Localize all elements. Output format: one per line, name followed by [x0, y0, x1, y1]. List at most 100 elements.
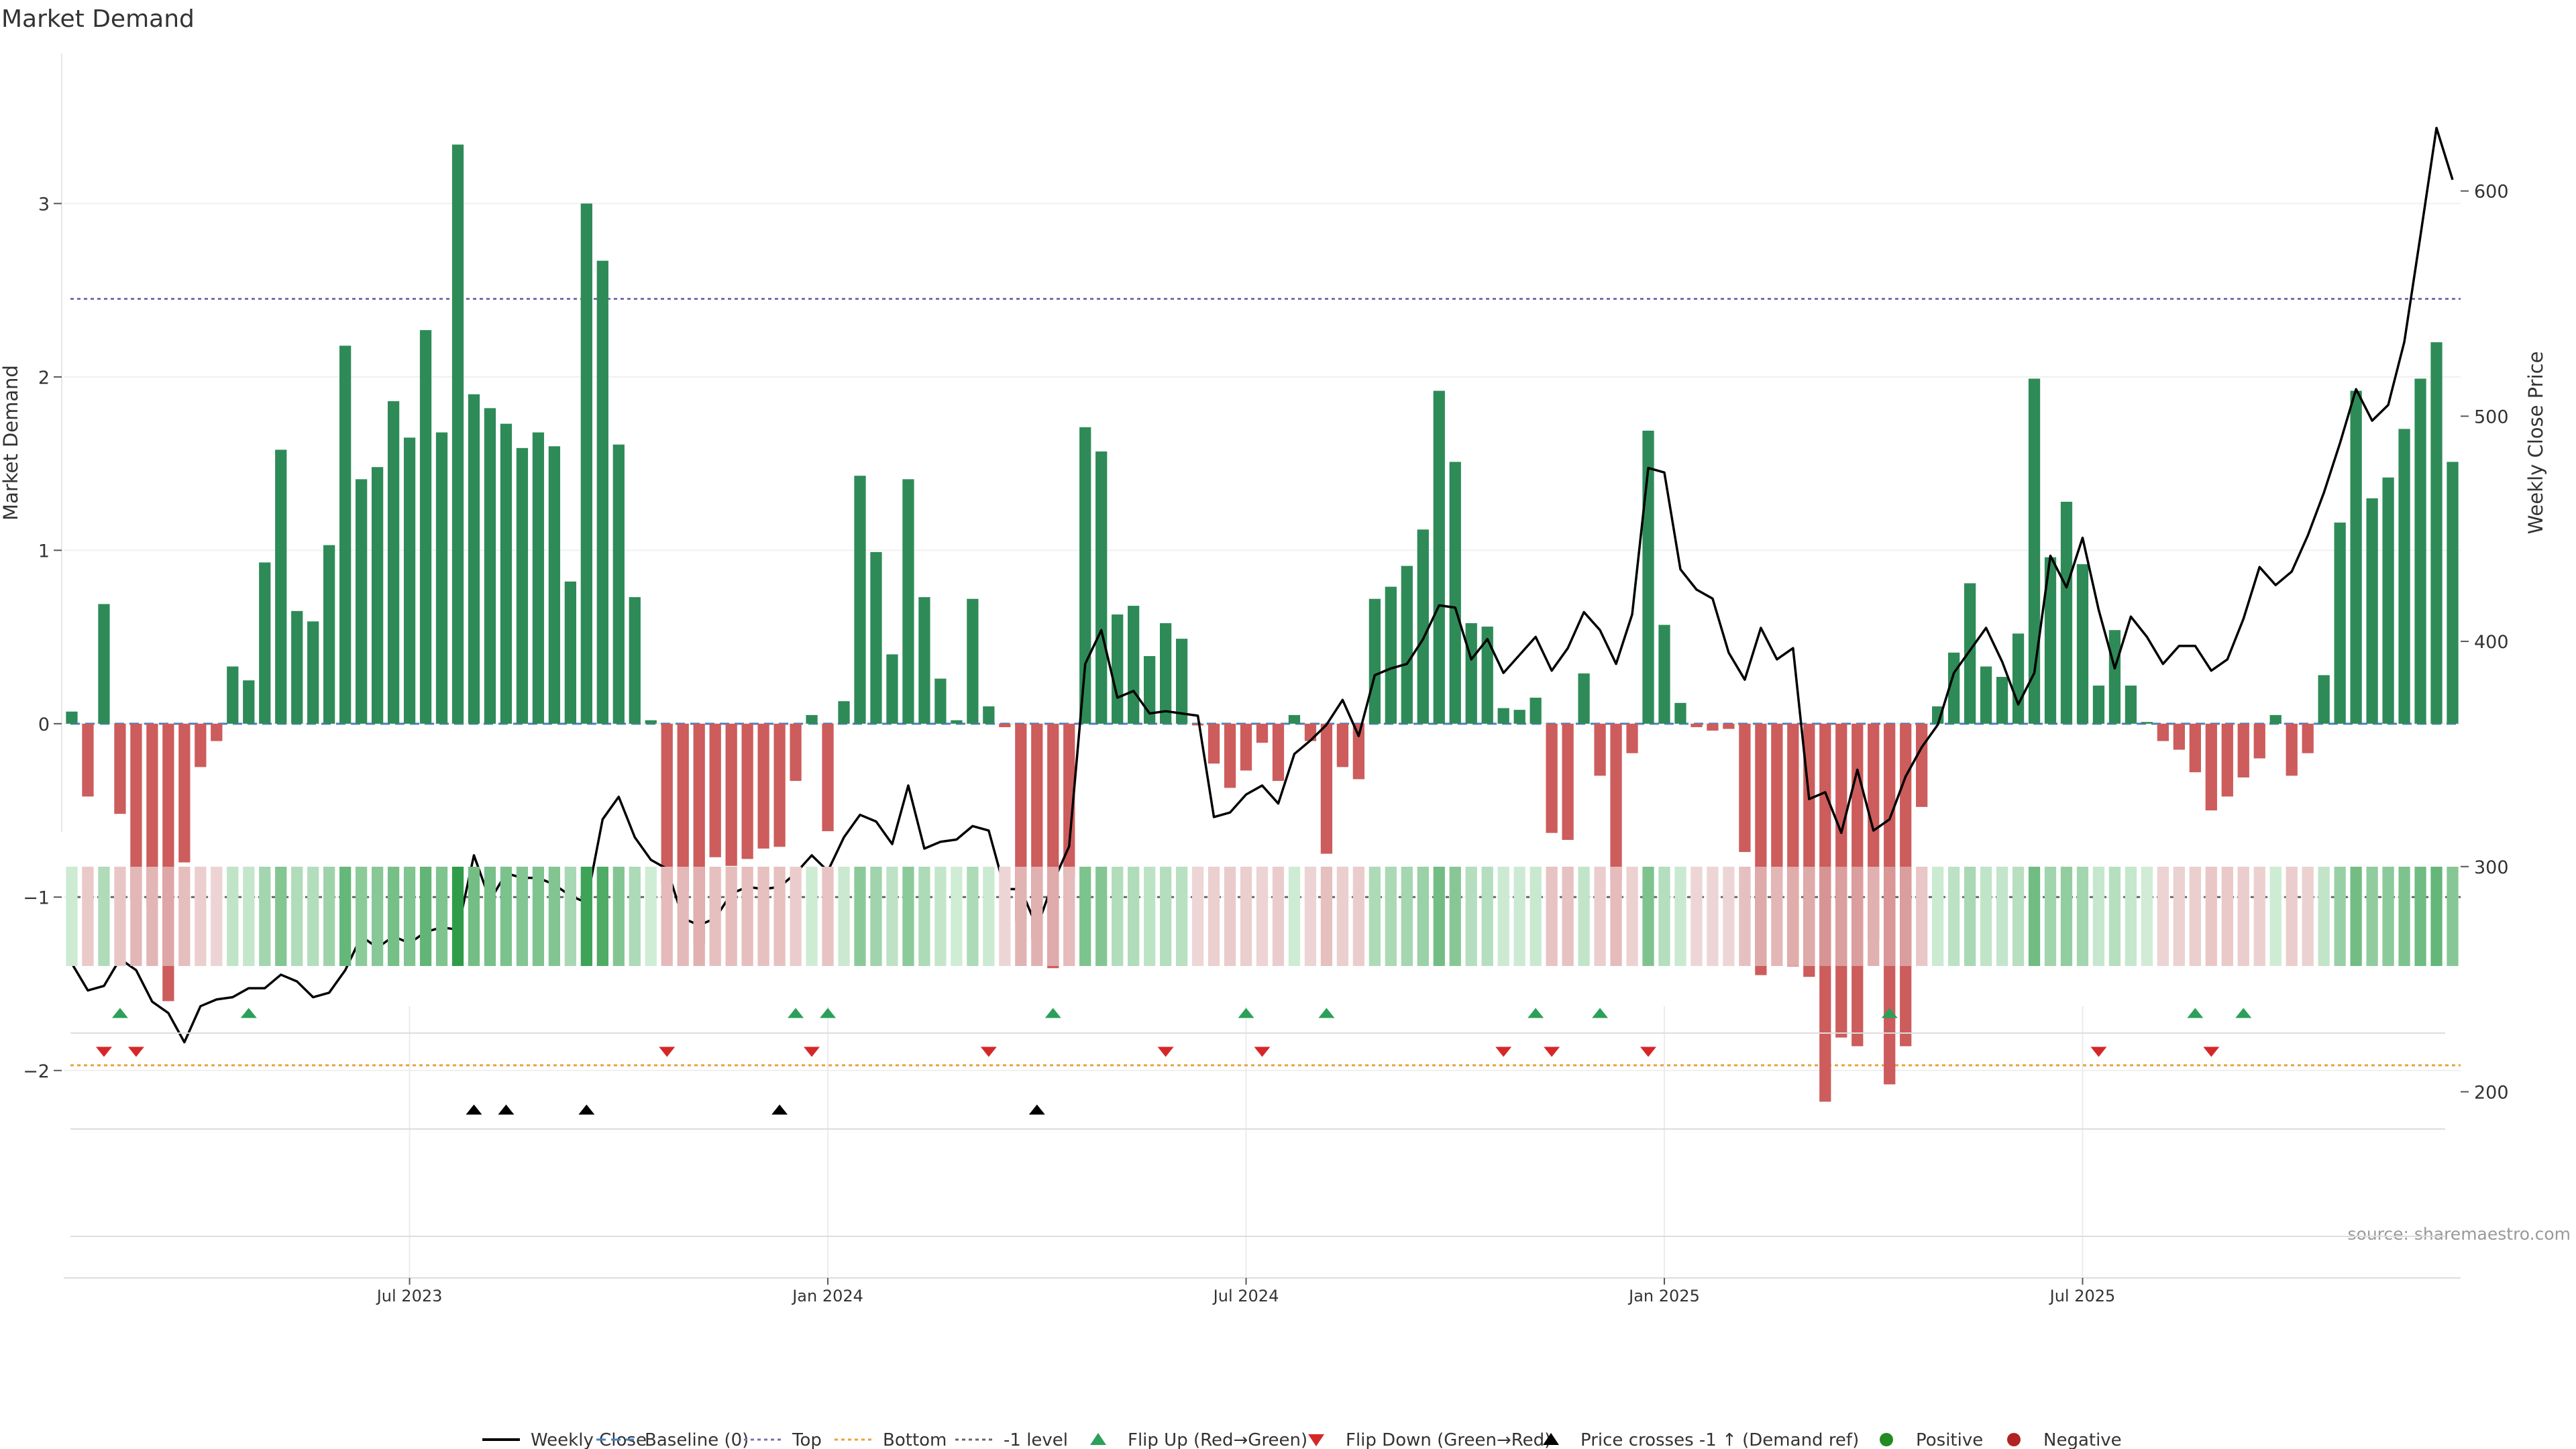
demand-bar	[2302, 723, 2314, 753]
demand-bar	[468, 394, 480, 724]
demand-bar	[983, 706, 995, 724]
legend-label: Top	[792, 1430, 822, 1449]
flip-up-marker	[1044, 1008, 1061, 1018]
strength-cell	[1336, 867, 1349, 966]
demand-bar	[178, 723, 191, 863]
strength-cell	[178, 867, 191, 966]
strength-cell	[1304, 867, 1317, 966]
demand-bar	[1449, 462, 1461, 724]
strength-cell	[1368, 867, 1381, 966]
strength-cell	[323, 867, 335, 966]
strength-cell	[1916, 867, 1928, 966]
demand-bar	[1224, 723, 1236, 788]
strength-cell	[1513, 867, 1525, 966]
strength-cell	[1529, 867, 1542, 966]
demand-bar	[1513, 710, 1525, 724]
demand-bar	[243, 680, 255, 724]
demand-bar	[2237, 723, 2249, 777]
flip-up-marker	[1881, 1008, 1898, 1018]
strength-cell	[2125, 867, 2137, 966]
legend-swatch-triangle-up	[1090, 1433, 1106, 1445]
strength-cell	[2108, 867, 2121, 966]
demand-bar	[1128, 606, 1140, 724]
demand-bar	[2350, 390, 2362, 724]
right-tick-label: 500	[2474, 407, 2509, 427]
strength-cell	[2269, 867, 2282, 966]
strength-cell	[1948, 867, 1960, 966]
strength-cell	[564, 867, 576, 966]
demand-bar	[1417, 529, 1429, 724]
right-tick-label: 600	[2474, 182, 2509, 203]
demand-bar	[419, 330, 432, 724]
demand-bar	[773, 723, 786, 847]
demand-bar	[1996, 677, 2008, 724]
strength-cell	[1288, 867, 1301, 966]
strength-cell	[983, 867, 995, 966]
strength-cell	[1449, 867, 1461, 966]
strength-cell	[1224, 867, 1236, 966]
strength-cell	[500, 867, 513, 966]
strength-cell	[741, 867, 753, 966]
strength-cell	[1144, 867, 1156, 966]
demand-bar	[645, 720, 657, 724]
demand-bar	[1385, 586, 1397, 724]
strength-cell	[451, 867, 464, 966]
demand-bar	[1674, 702, 1686, 724]
strength-cell	[1996, 867, 2008, 966]
strength-cell	[2076, 867, 2089, 966]
demand-bar	[371, 467, 384, 724]
strength-cell	[612, 867, 625, 966]
strength-cell	[1755, 867, 1767, 966]
strength-cell	[1240, 867, 1252, 966]
demand-bar	[130, 723, 142, 901]
strength-cell	[275, 867, 287, 966]
strength-cell	[1562, 867, 1574, 966]
demand-bar	[2173, 723, 2185, 750]
demand-bar	[1144, 656, 1156, 724]
strength-cell	[725, 867, 737, 966]
flip-up-marker	[1318, 1008, 1335, 1018]
strength-cell	[951, 867, 963, 966]
strength-cell	[1851, 867, 1864, 966]
demand-bar	[323, 545, 335, 724]
left-tick-label: −1	[23, 888, 50, 908]
strength-cell	[2189, 867, 2201, 966]
left-tick-label: 1	[38, 541, 50, 561]
demand-bar	[1980, 666, 1992, 724]
demand-bar	[2125, 685, 2137, 724]
flip-down-marker	[1640, 1046, 1657, 1057]
strength-cell	[2430, 867, 2443, 966]
strength-cell	[1658, 867, 1670, 966]
strength-cell	[1964, 867, 1976, 966]
flip-up-marker	[2187, 1008, 2204, 1018]
demand-bar	[1594, 723, 1606, 776]
strength-cell	[2302, 867, 2314, 966]
demand-bar	[387, 401, 400, 724]
strength-cell	[548, 867, 561, 966]
demand-bar	[1916, 723, 1928, 807]
demand-bar	[1112, 614, 1124, 724]
strength-cell	[902, 867, 914, 966]
demand-bar	[757, 723, 769, 849]
strength-cell	[98, 867, 110, 966]
price-cross-marker	[771, 1104, 788, 1115]
flip-down-marker	[1544, 1046, 1560, 1057]
flip-up-marker	[2235, 1008, 2252, 1018]
strength-cell	[757, 867, 769, 966]
demand-bar	[2044, 557, 2057, 724]
strength-cell	[967, 867, 979, 966]
strength-cell	[1401, 867, 1413, 966]
legend-swatch-triangle-up	[1543, 1433, 1559, 1445]
demand-bar	[1497, 708, 1509, 724]
demand-bar	[1352, 723, 1365, 780]
strength-cell	[1835, 867, 1847, 966]
strength-cell	[2237, 867, 2249, 966]
strength-cell	[82, 867, 94, 966]
strength-cell	[1031, 867, 1043, 966]
demand-bar	[2189, 723, 2201, 773]
strength-cell	[1546, 867, 1558, 966]
demand-bar	[195, 723, 207, 767]
legend-label: Baseline (0)	[645, 1430, 749, 1449]
strength-cell	[1079, 867, 1091, 966]
